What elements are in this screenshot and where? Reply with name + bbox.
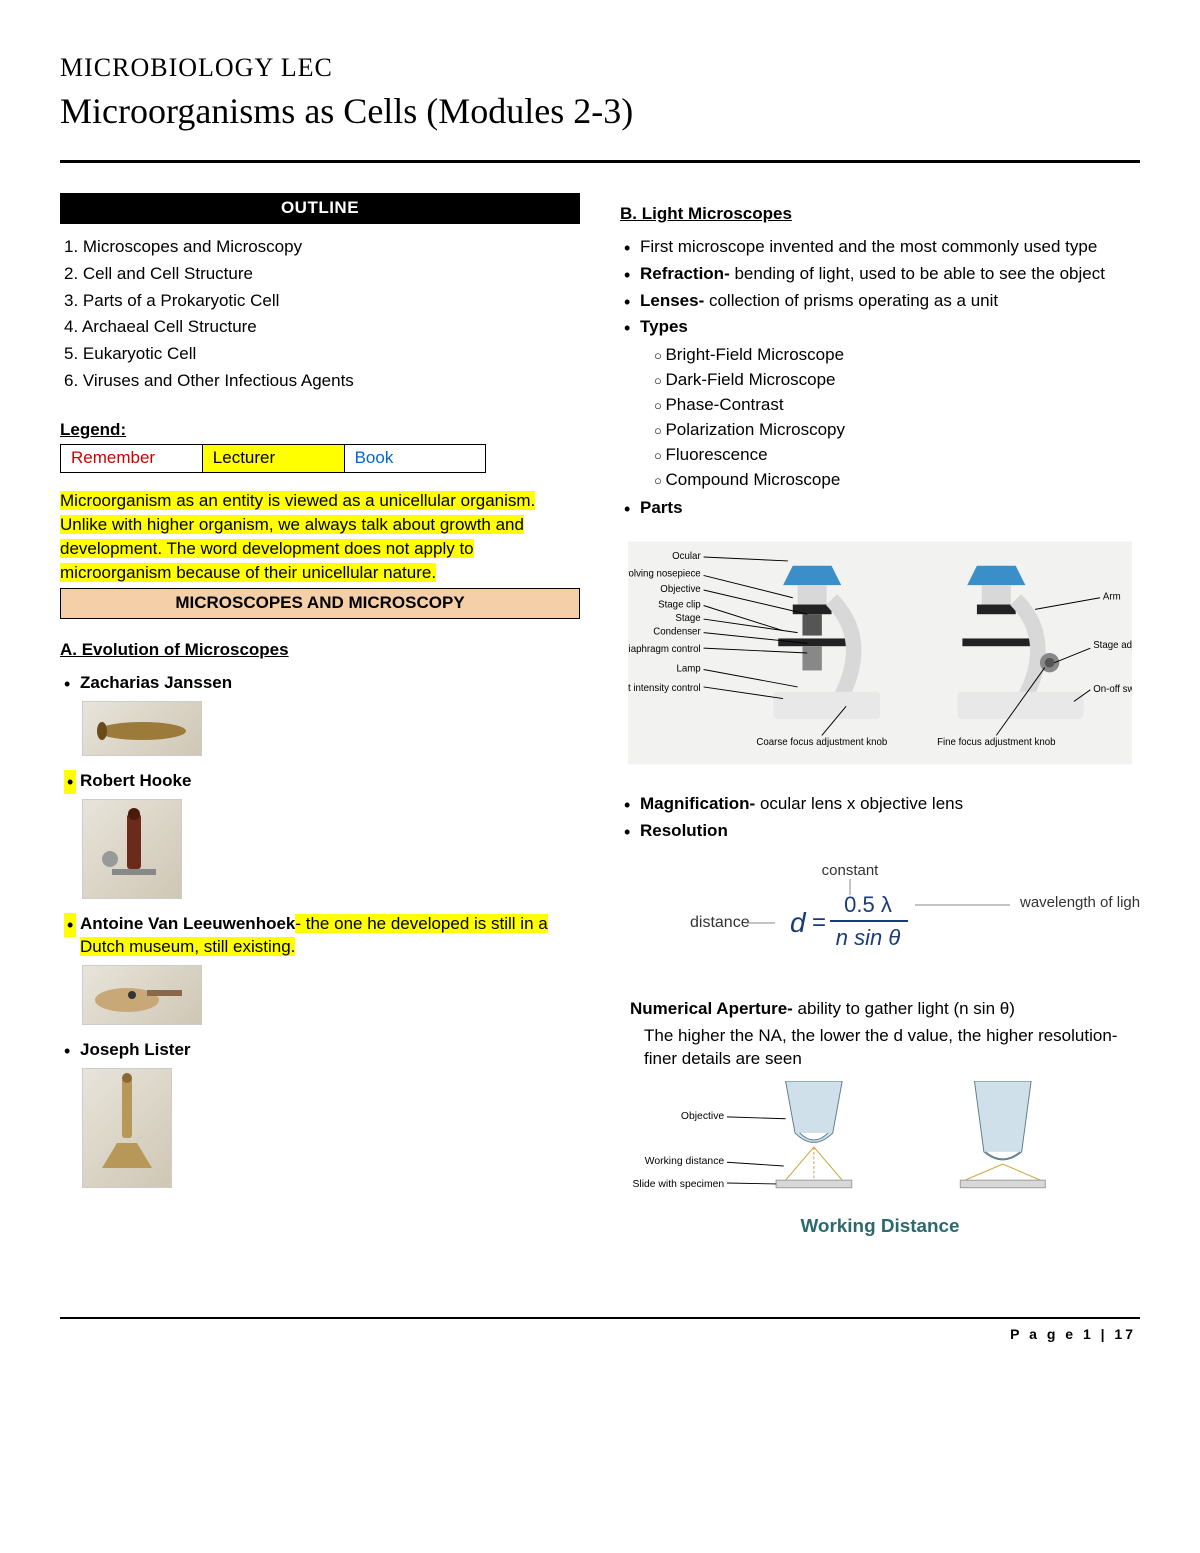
term-text: bending of light, used to be able to see… [730,264,1105,283]
legend-heading: Legend: [60,419,580,442]
formula-den: n sin θ [836,925,901,950]
na-text: ability to gather light (n sin θ) [793,999,1015,1018]
page-number: P a g e 1 | 17 [60,1325,1140,1344]
type-item: Polarization Microscopy [654,418,1140,443]
na-label: Numerical Aperture- [630,999,793,1018]
wd-objective: Objective [681,1110,724,1121]
term-text: collection of prisms operating as a unit [704,291,998,310]
sub-heading-evolution: A. Evolution of Microscopes [60,639,289,662]
section-banner-microscopes: MICROSCOPES AND MICROSCOPY [60,588,580,619]
formula-constant: constant [822,862,880,879]
label-revolving: Revolving nosepiece [628,568,701,579]
types-list: Bright-Field Microscope Dark-Field Micro… [620,343,1140,493]
hooke-image [82,799,182,899]
course-label: MICROBIOLOGY LEC [60,50,1140,85]
formula-num: 0.5 λ [844,892,892,917]
formula-distance: distance [690,914,750,931]
na-description: The higher the NA, the lower the d value… [630,1025,1140,1071]
bullet-types: Types [620,316,1140,339]
legend-book: Book [345,445,486,472]
term-label: Refraction- [640,264,730,283]
intro-text: Microorganism as an entity is viewed as … [60,491,535,581]
person-janssen: Zacharias Janssen [60,672,580,695]
person-name: Robert Hooke [80,771,191,790]
label-lamp: Lamp [676,663,700,674]
outline-item: 3. Parts of a Prokaryotic Cell [64,288,580,315]
left-column: OUTLINE 1. Microscopes and Microscopy 2.… [60,193,580,1258]
outline-item: 5. Eukaryotic Cell [64,341,580,368]
intro-paragraph: Microorganism as an entity is viewed as … [60,489,580,584]
bullet-first-invented: First microscope invented and the most c… [620,236,1140,259]
bullet-parts: Parts [620,497,1140,520]
bullet-resolution: Resolution [620,820,1140,843]
type-item: Fluorescence [654,443,1140,468]
bullet-refraction: Refraction- bending of light, used to be… [620,263,1140,286]
legend-table: Remember Lecturer Book [60,444,486,473]
person-name: Zacharias Janssen [80,673,232,692]
page-title: Microorganisms as Cells (Modules 2-3) [60,87,1140,136]
outline-item: 2. Cell and Cell Structure [64,261,580,288]
person-leeuwenhoek: Antoine Van Leeuwenhoek- the one he deve… [60,913,580,959]
label-objective: Objective [660,584,700,595]
formula-eq: = [812,909,826,936]
sub-heading-light-microscopes: B. Light Microscopes [620,203,792,226]
formula-wavelength: wavelength of light [1019,894,1140,911]
outline-list: 1. Microscopes and Microscopy 2. Cell an… [60,224,580,414]
person-name: Joseph Lister [80,1040,191,1059]
label-condenser: Condenser [653,627,701,638]
type-item: Bright-Field Microscope [654,343,1140,368]
microscope-diagram: Ocular Revolving nosepiece Objective Sta… [620,530,1140,783]
label-arm: Arm [1103,592,1121,603]
term-label: Resolution [640,821,728,840]
right-column: B. Light Microscopes First microscope in… [620,193,1140,1258]
label-ocular: Ocular [672,551,701,562]
content-columns: OUTLINE 1. Microscopes and Microscopy 2.… [60,193,1140,1258]
label-onoff: On-off switch [1093,684,1132,695]
leeuwenhoek-image [82,965,202,1025]
type-item: Compound Microscope [654,468,1140,493]
header-rule [60,160,1140,163]
term-label: Parts [640,498,683,517]
term-label: Types [640,317,688,336]
type-item: Dark-Field Microscope [654,368,1140,393]
outline-banner: OUTLINE [60,193,580,224]
legend-remember: Remember [61,445,203,472]
wd-working: Working distance [645,1156,725,1167]
footer-rule [60,1317,1140,1319]
label-fine: Fine focus adjustment knob [937,737,1055,748]
formula-d: d [790,907,807,938]
label-coarse: Coarse focus adjustment knob [756,737,887,748]
label-stage: Stage [675,613,700,624]
term-label: Lenses- [640,291,704,310]
outline-item: 6. Viruses and Other Infectious Agents [64,368,580,395]
outline-item: 4. Archaeal Cell Structure [64,314,580,341]
legend-lecturer: Lecturer [203,445,345,472]
wd-slide: Slide with specimen [632,1178,724,1189]
label-light: Light intensity control [628,683,701,694]
type-item: Phase-Contrast [654,393,1140,418]
term-label: Magnification- [640,794,755,813]
page-header: MICROBIOLOGY LEC Microorganisms as Cells… [60,50,1140,136]
label-aperture: Aperture diaphragm control [628,644,701,655]
resolution-formula: constant distance d = 0.5 λ n sin θ wave… [620,857,1140,984]
working-distance-diagram: Objective Working distance Slide with sp… [620,1081,1140,1251]
term-text: ocular lens x objective lens [755,794,963,813]
person-lister: Joseph Lister [60,1039,580,1062]
wd-title: Working Distance [800,1216,959,1237]
lister-image [82,1068,172,1188]
numerical-aperture-block: Numerical Aperture- ability to gather li… [620,998,1140,1071]
label-stageadj: Stage adjustment knobs [1093,640,1132,651]
outline-item: 1. Microscopes and Microscopy [64,234,580,261]
bullet-magnification: Magnification- ocular lens x objective l… [620,793,1140,816]
person-hooke: Robert Hooke [60,770,580,793]
person-name: Antoine Van Leeuwenhoek [80,914,295,933]
label-stageclip: Stage clip [658,599,701,610]
bullet-lenses: Lenses- collection of prisms operating a… [620,290,1140,313]
janssen-image [82,701,202,756]
